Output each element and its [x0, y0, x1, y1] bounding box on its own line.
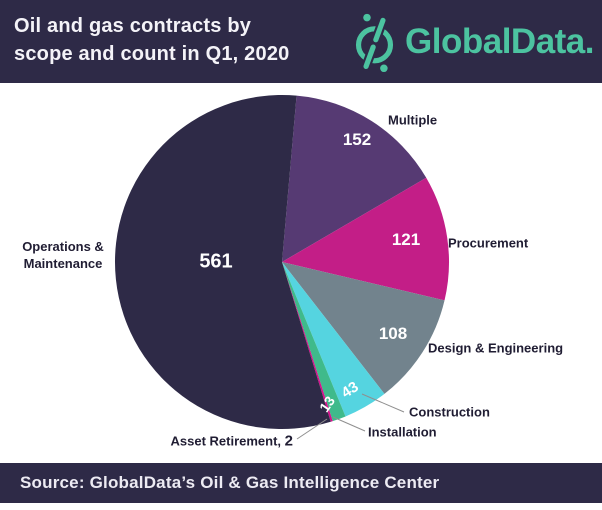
category-label-multiple: Multiple [388, 112, 438, 128]
source-text: Source: GlobalData’s Oil & Gas Intellige… [20, 473, 440, 492]
brand-logo: GlobalData. [350, 0, 602, 83]
category-label-procurement: Procurement [448, 235, 529, 251]
asset-retirement-leader-line [296, 418, 328, 440]
brand-wordmark: GlobalData. [405, 21, 594, 61]
value-label-procurement: 121 [391, 230, 421, 249]
category-label-operations-maintenance: Operations & Maintenance [22, 239, 104, 271]
value-label-design-engineering: 108 [378, 324, 408, 343]
installation-leader-line [332, 416, 366, 432]
page-title: Oil and gas contracts by scope and count… [0, 0, 350, 83]
header-bar: Oil and gas contracts by scope and count… [0, 0, 602, 83]
globaldata-globe-icon [355, 13, 394, 72]
category-label-design-engineering: Design & Engineering [428, 340, 564, 356]
page-title-line2: scope and count in Q1, 2020 [14, 43, 290, 65]
value-label-multiple: 152 [342, 130, 372, 149]
pie-slice-construction[interactable] [282, 262, 385, 417]
category-label-installation: Installation [368, 424, 437, 440]
pie-slice-multiple[interactable] [282, 95, 427, 262]
pie-slice-design-engineering[interactable] [282, 262, 445, 394]
pie-slice-procurement[interactable] [282, 177, 449, 301]
pie-slice-operations-maintenance[interactable] [114, 95, 331, 430]
construction-leader-line [361, 393, 405, 413]
source-bar: Source: GlobalData’s Oil & Gas Intellige… [0, 463, 602, 503]
callout-label-asset-retirement: Asset Retirement, 2 [171, 433, 294, 450]
pie-slice-installation[interactable] [282, 262, 346, 422]
page-title-line1: Oil and gas contracts by [14, 15, 252, 37]
category-label-construction: Construction [409, 404, 490, 420]
callout-value-asset-retirement: 2 [284, 432, 293, 450]
pie-chart: 152 Multiple 121 Procurement 108 Design & Eng… [0, 83, 602, 463]
value-label-operations-maintenance: 561 [199, 250, 233, 273]
callout-text-asset-retirement: Asset Retirement, [170, 433, 285, 449]
pie-slice-asset-retirement[interactable] [282, 262, 333, 422]
